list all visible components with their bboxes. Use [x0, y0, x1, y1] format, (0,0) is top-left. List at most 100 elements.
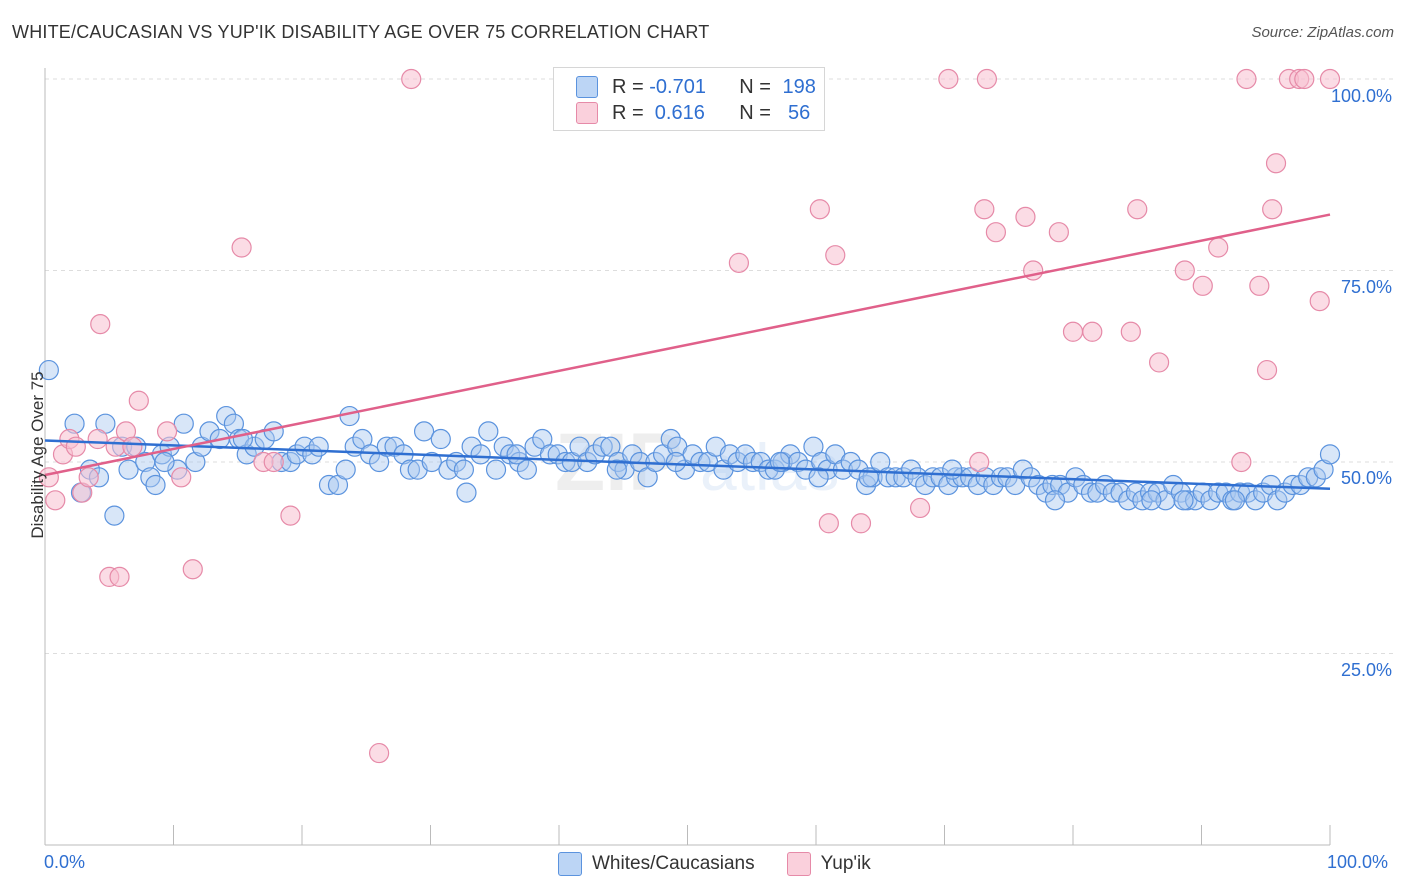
- legend-n-label: N =: [739, 101, 771, 124]
- data-point: [430, 428, 451, 450]
- data-point: [1192, 275, 1213, 296]
- x-tick-label-left: 0.0%: [44, 852, 86, 872]
- series-whites-points: [38, 359, 1341, 526]
- y-tick-label: 100.0%: [1330, 86, 1392, 106]
- data-point: [938, 68, 959, 90]
- data-point: [787, 451, 809, 473]
- data-point: [825, 245, 846, 266]
- legend-r-label: R =: [612, 75, 644, 98]
- legend-row-whites: R = -0.701 N = 198: [576, 75, 816, 99]
- data-point: [45, 490, 66, 511]
- data-point: [90, 314, 111, 335]
- data-point: [818, 513, 839, 534]
- data-point: [1256, 359, 1278, 381]
- data-point: [1262, 199, 1283, 220]
- data-point: [173, 413, 194, 434]
- data-point: [1087, 482, 1108, 503]
- data-point: [456, 482, 477, 503]
- data-point: [1174, 260, 1195, 281]
- data-point: [1082, 321, 1103, 342]
- data-point: [850, 513, 872, 534]
- legend-row-yupik: R = 0.616 N = 56: [576, 101, 810, 125]
- data-point: [1249, 275, 1270, 296]
- data-point: [156, 421, 178, 442]
- data-point: [171, 467, 192, 488]
- data-point: [438, 459, 459, 480]
- data-point: [280, 505, 301, 526]
- data-point: [1305, 467, 1326, 488]
- data-point: [65, 436, 86, 457]
- data-point: [399, 459, 421, 480]
- axes: [44, 68, 1331, 846]
- data-point: [1237, 482, 1258, 503]
- data-point: [413, 421, 435, 442]
- data-point: [606, 459, 627, 480]
- data-point: [1309, 291, 1330, 312]
- data-point: [1118, 490, 1139, 511]
- legend-r-value: -0.701: [649, 75, 706, 98]
- data-point: [376, 436, 397, 457]
- data-point: [154, 451, 175, 473]
- data-point: [1294, 68, 1315, 90]
- grid-lines: [45, 78, 1395, 654]
- data-point: [109, 566, 130, 588]
- data-point: [974, 199, 995, 220]
- x-tick-label-right: 100.0%: [1327, 852, 1389, 872]
- series-legend: Whites/Caucasians Yup'ik: [558, 852, 903, 876]
- data-point: [453, 459, 475, 480]
- trend-line-yupik: [44, 213, 1331, 477]
- legend-r-label: R =: [612, 101, 644, 124]
- trend-lines: [44, 213, 1331, 491]
- data-point: [231, 237, 252, 258]
- data-point: [1319, 444, 1341, 465]
- data-point: [1044, 490, 1066, 511]
- legend-item-whites[interactable]: Whites/Caucasians: [558, 852, 755, 876]
- data-point: [1141, 490, 1162, 511]
- source-label: Source: ZipAtlas.com: [1251, 24, 1394, 41]
- data-point: [145, 474, 166, 496]
- y-tick-label: 25.0%: [1340, 660, 1392, 680]
- y-axis-title: Disability Age Over 75: [28, 371, 47, 539]
- data-point: [976, 68, 998, 90]
- data-point: [401, 68, 422, 90]
- data-point: [1163, 474, 1184, 496]
- data-point: [122, 436, 143, 457]
- data-point: [1319, 68, 1341, 90]
- data-point: [263, 451, 284, 473]
- data-point: [128, 390, 149, 411]
- data-point: [185, 451, 206, 473]
- data-point: [555, 451, 576, 473]
- trend-line-whites: [44, 439, 1331, 491]
- data-point: [1127, 199, 1148, 220]
- data-point: [118, 459, 139, 480]
- data-point: [1231, 451, 1252, 473]
- correlation-legend: R = -0.701 N = 198 R = 0.616 N = 56: [553, 67, 825, 131]
- data-point: [263, 421, 284, 442]
- data-point: [1236, 68, 1257, 90]
- legend-swatch-blue: [576, 76, 598, 98]
- data-point: [930, 467, 951, 488]
- data-point: [808, 467, 829, 488]
- data-point: [690, 451, 711, 473]
- legend-n-label: N =: [739, 75, 771, 98]
- data-point: [339, 405, 360, 427]
- data-point: [308, 436, 329, 457]
- legend-item-yupik[interactable]: Yup'ik: [786, 852, 871, 876]
- data-point: [335, 459, 356, 480]
- data-point: [1062, 321, 1084, 342]
- data-point: [960, 467, 981, 488]
- data-point: [1110, 482, 1131, 503]
- data-point: [780, 444, 801, 465]
- data-point: [506, 444, 527, 465]
- data-point: [236, 444, 257, 465]
- data-point: [1120, 321, 1141, 342]
- data-point: [38, 359, 59, 381]
- legend-label: Whites/Caucasians: [592, 853, 755, 874]
- legend-swatch-pink: [576, 102, 598, 124]
- data-point: [223, 413, 244, 434]
- data-point: [1148, 352, 1170, 373]
- data-point: [87, 428, 108, 450]
- data-point: [942, 459, 963, 480]
- data-point: [1173, 490, 1194, 511]
